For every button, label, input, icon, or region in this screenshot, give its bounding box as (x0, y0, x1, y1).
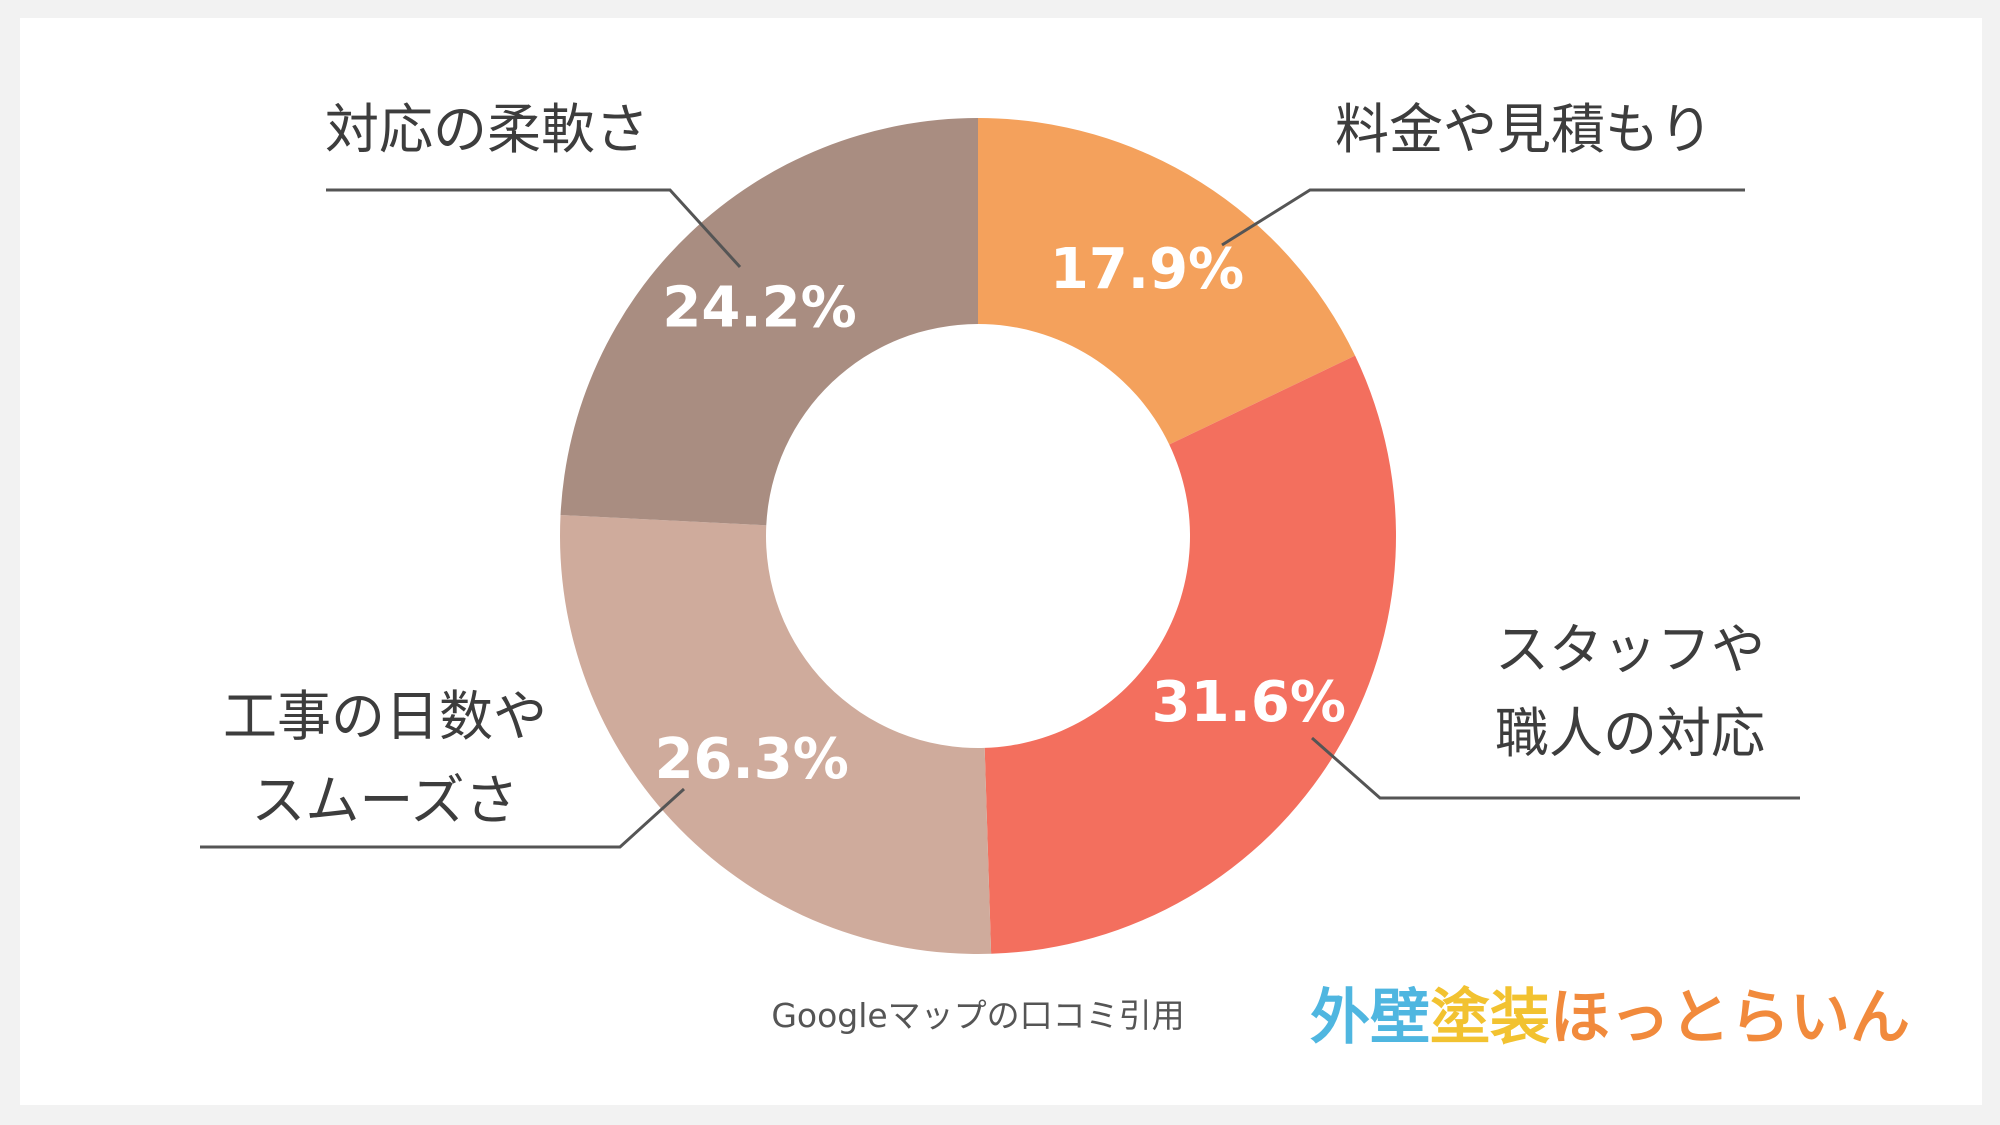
donut-slice-0 (978, 118, 1356, 445)
leader-line-3 (326, 188, 742, 269)
logo-text: 外壁塗装ほっとらいん (1310, 983, 1910, 1053)
donut-slice-2 (560, 514, 992, 955)
brand-logo: 外壁塗装ほっとらいん (1310, 983, 1910, 1053)
category-label-1: スタッフや職人の対応 (1495, 618, 1765, 765)
category-label-2: 工事の日数やスムーズさ (223, 685, 547, 832)
value-label-1: 31.6% (1152, 670, 1346, 735)
donut-slice-1 (984, 355, 1396, 954)
value-label-3: 24.2% (662, 275, 856, 340)
leader-line-0 (1221, 188, 1745, 247)
logo-part-gaiheki: 外壁 (1310, 983, 1430, 1053)
donut-slices (560, 118, 1396, 955)
source-note: Googleマップの口コミ引用 (771, 996, 1184, 1035)
value-labels: 17.9% 31.6% 26.3% 24.2% (655, 237, 1346, 792)
chart-card: 17.9% 31.6% 26.3% 24.2% 料金や見積もりスタッフや職人の対応 工事… (20, 18, 1982, 1105)
donut-slice-3 (560, 118, 978, 526)
logo-part-tosou: 塗装 (1430, 983, 1550, 1053)
value-label-2: 26.3% (655, 727, 849, 792)
logo-part-hottorain: ほっとらいん (1550, 983, 1910, 1053)
value-label-0: 17.9% (1050, 237, 1244, 302)
category-label-0: 料金や見積もり (1335, 98, 1713, 161)
category-label-3: 対応の柔軟さ (325, 98, 649, 161)
leader-lines (200, 188, 1800, 849)
leader-line-1 (1311, 736, 1800, 800)
leader-line-2 (200, 787, 686, 849)
